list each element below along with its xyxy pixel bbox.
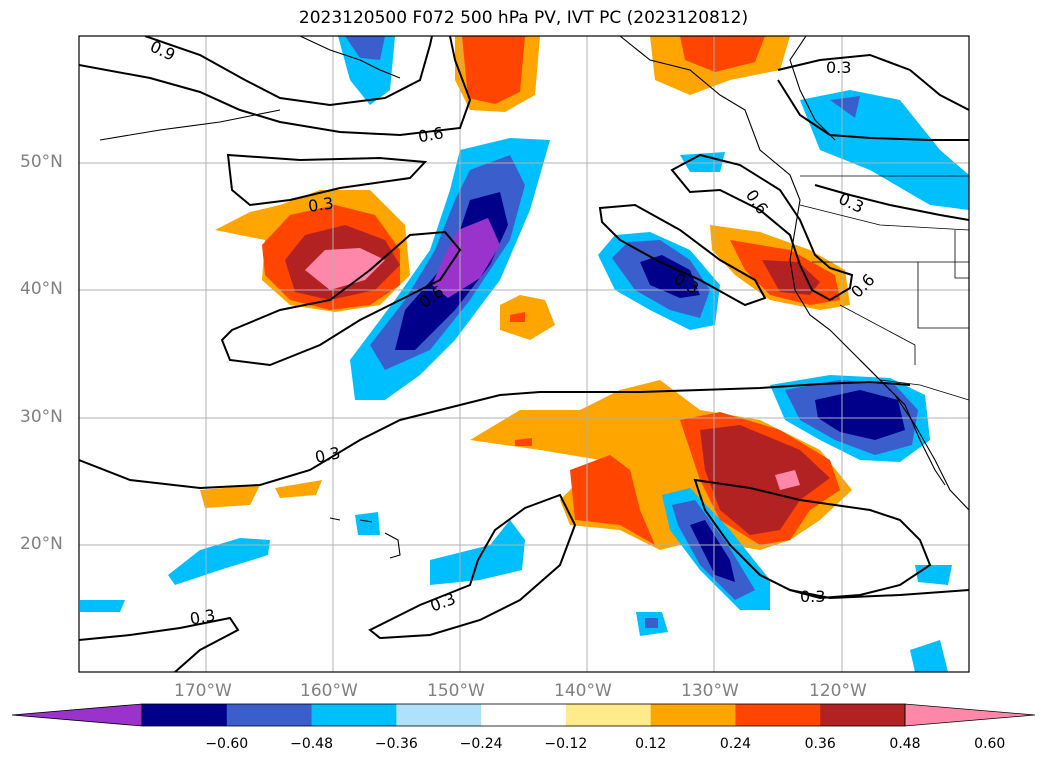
map-title: 2023120500 F072 500 hPa PV, IVT PC (2023…: [298, 8, 749, 28]
contour-label: 0.9: [147, 37, 178, 65]
colorbar-tick-label: 0.12: [635, 736, 667, 752]
lat-label-50n: 50°N: [20, 152, 63, 172]
contour-label: 0.3: [800, 587, 825, 606]
lon-label-120w: 120°W: [809, 681, 867, 701]
pv-contours: [79, 36, 969, 672]
political-boundaries: [799, 175, 970, 401]
contour-label: 0.3: [307, 193, 335, 215]
lon-label-170w: 170°W: [174, 681, 232, 701]
colorbar-tick-label: −0.36: [374, 736, 418, 752]
lon-label-160w: 160°W: [300, 681, 358, 701]
colorbar: [11, 703, 1036, 727]
colorbar-extend-low: [11, 703, 143, 727]
lon-label-150w: 150°W: [427, 681, 485, 701]
pv-anomaly-shading: [80, 36, 969, 672]
colorbar-segment: [396, 704, 482, 726]
colorbar-tick-label: −0.60: [205, 736, 249, 752]
colorbar-tick-label: 0.24: [719, 736, 752, 752]
contour-label: 0.3: [188, 605, 216, 628]
coastlines: [99, 36, 969, 559]
contour-label: 0.6: [742, 186, 772, 218]
colorbar-tick-label: −0.12: [544, 736, 588, 752]
colorbar-tick-label: −0.24: [459, 736, 503, 752]
colorbar-segment: [226, 704, 313, 726]
colorbar-segment: [481, 704, 567, 726]
colorbar-tick-label: 0.36: [804, 736, 836, 752]
contour-label: 0.6: [417, 123, 445, 146]
colorbar-segment: [820, 704, 906, 726]
colorbar-segment: [735, 704, 821, 726]
gridlines: [79, 36, 969, 672]
colorbar-tick-label: 0.48: [889, 736, 921, 752]
colorbar-tick-label: −0.48: [290, 736, 333, 752]
lat-label-40n: 40°N: [20, 279, 63, 299]
lat-label-20n: 20°N: [20, 534, 63, 554]
colorbar-tick-label: 0.60: [974, 736, 1006, 752]
contour-label: 0.3: [826, 58, 851, 77]
lon-label-130w: 130°W: [681, 681, 739, 701]
colorbar-segment: [650, 704, 736, 726]
colorbar-segment: [142, 704, 228, 726]
colorbar-extend-high: [904, 703, 1036, 727]
colorbar-segment: [565, 704, 652, 726]
lat-label-30n: 30°N: [20, 407, 63, 427]
contour-label: 0.3: [313, 443, 342, 467]
contour-label: 0.3: [428, 589, 458, 616]
colorbar-segment: [311, 704, 397, 726]
lon-label-140w: 140°W: [554, 681, 612, 701]
map-frame: [78, 35, 970, 673]
negative-anomaly-bc: [800, 90, 969, 210]
colorbar-outline: [141, 703, 906, 727]
